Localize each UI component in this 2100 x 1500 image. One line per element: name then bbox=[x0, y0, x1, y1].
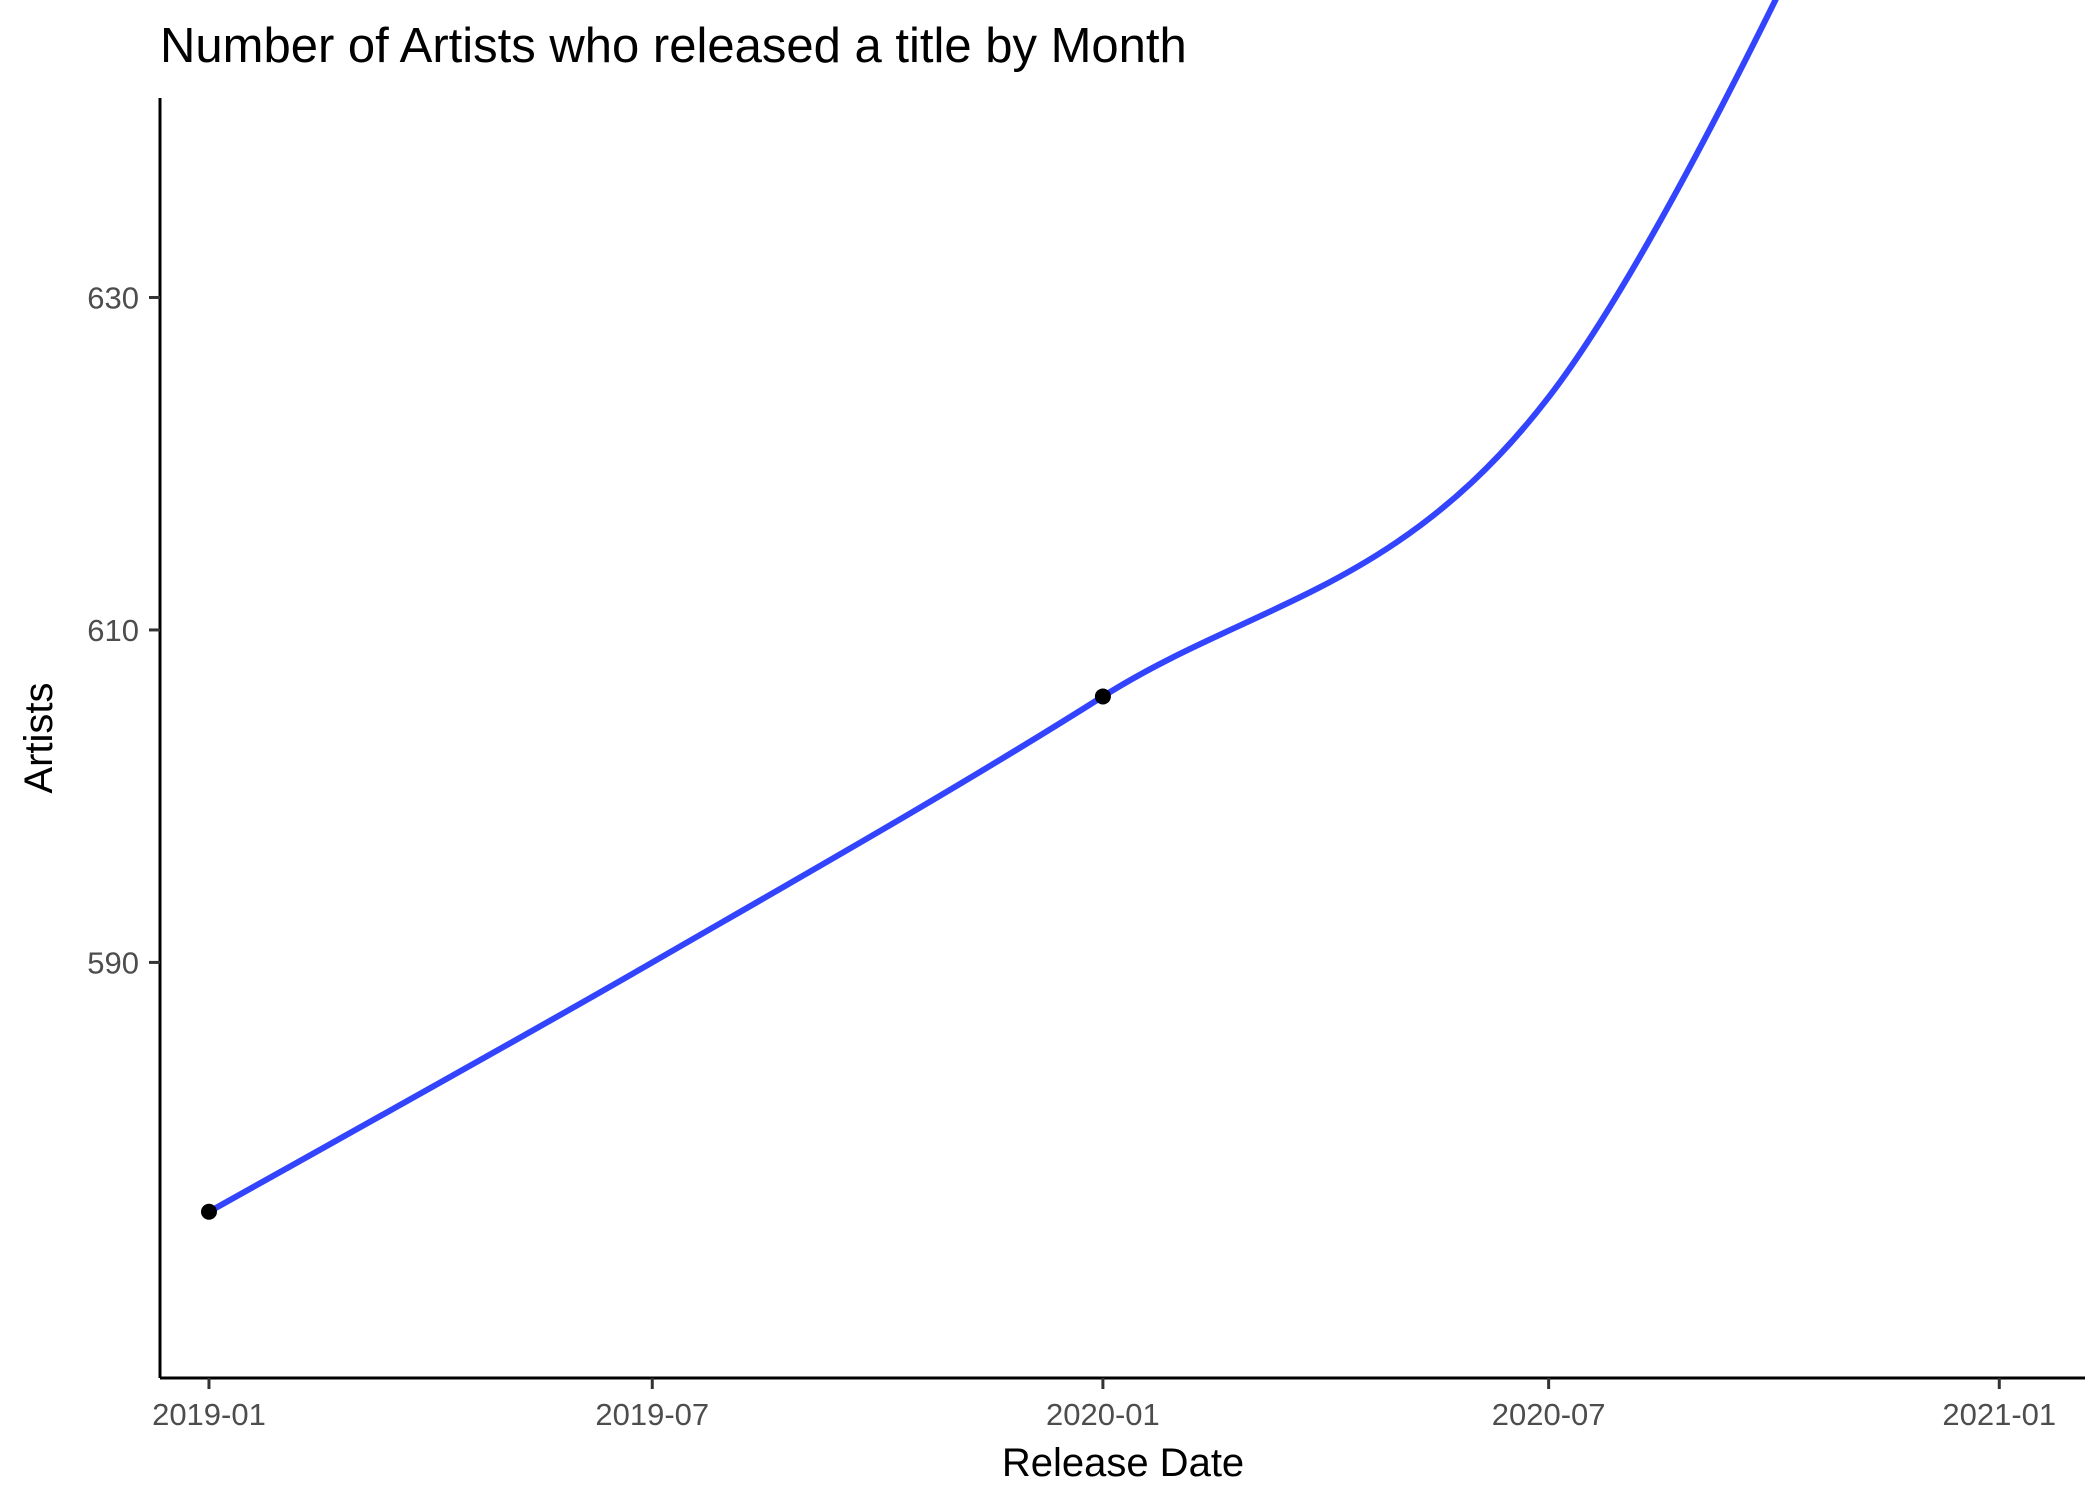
data-point bbox=[1094, 688, 1111, 705]
chart-title: Number of Artists who released a title b… bbox=[160, 19, 1187, 73]
x-tick-label: 2020-01 bbox=[1046, 1397, 1160, 1432]
y-tick-label: 590 bbox=[87, 945, 139, 980]
x-tick-label: 2021-01 bbox=[1942, 1397, 2056, 1432]
y-ticks: 590 610 630 bbox=[87, 280, 160, 980]
data-point bbox=[200, 1203, 217, 1220]
y-axis: 590 610 630 bbox=[87, 98, 162, 1378]
x-tick-label: 2020-07 bbox=[1492, 1397, 1606, 1432]
x-tick-label: 2019-07 bbox=[595, 1397, 709, 1432]
y-axis-title: Artists bbox=[17, 682, 61, 793]
y-tick-label: 630 bbox=[87, 280, 139, 315]
data-points bbox=[200, 688, 1111, 1220]
y-tick-label: 610 bbox=[87, 613, 139, 648]
smooth-trend-line bbox=[205, 0, 1779, 1215]
x-axis: 2019-01 2019-07 2020-01 2020-07 2021-01 bbox=[152, 1376, 2085, 1432]
x-axis-title: Release Date bbox=[1002, 1441, 1244, 1485]
x-ticks: 2019-01 2019-07 2020-01 2020-07 2021-01 bbox=[152, 1378, 2056, 1432]
x-tick-label: 2019-01 bbox=[152, 1397, 266, 1432]
